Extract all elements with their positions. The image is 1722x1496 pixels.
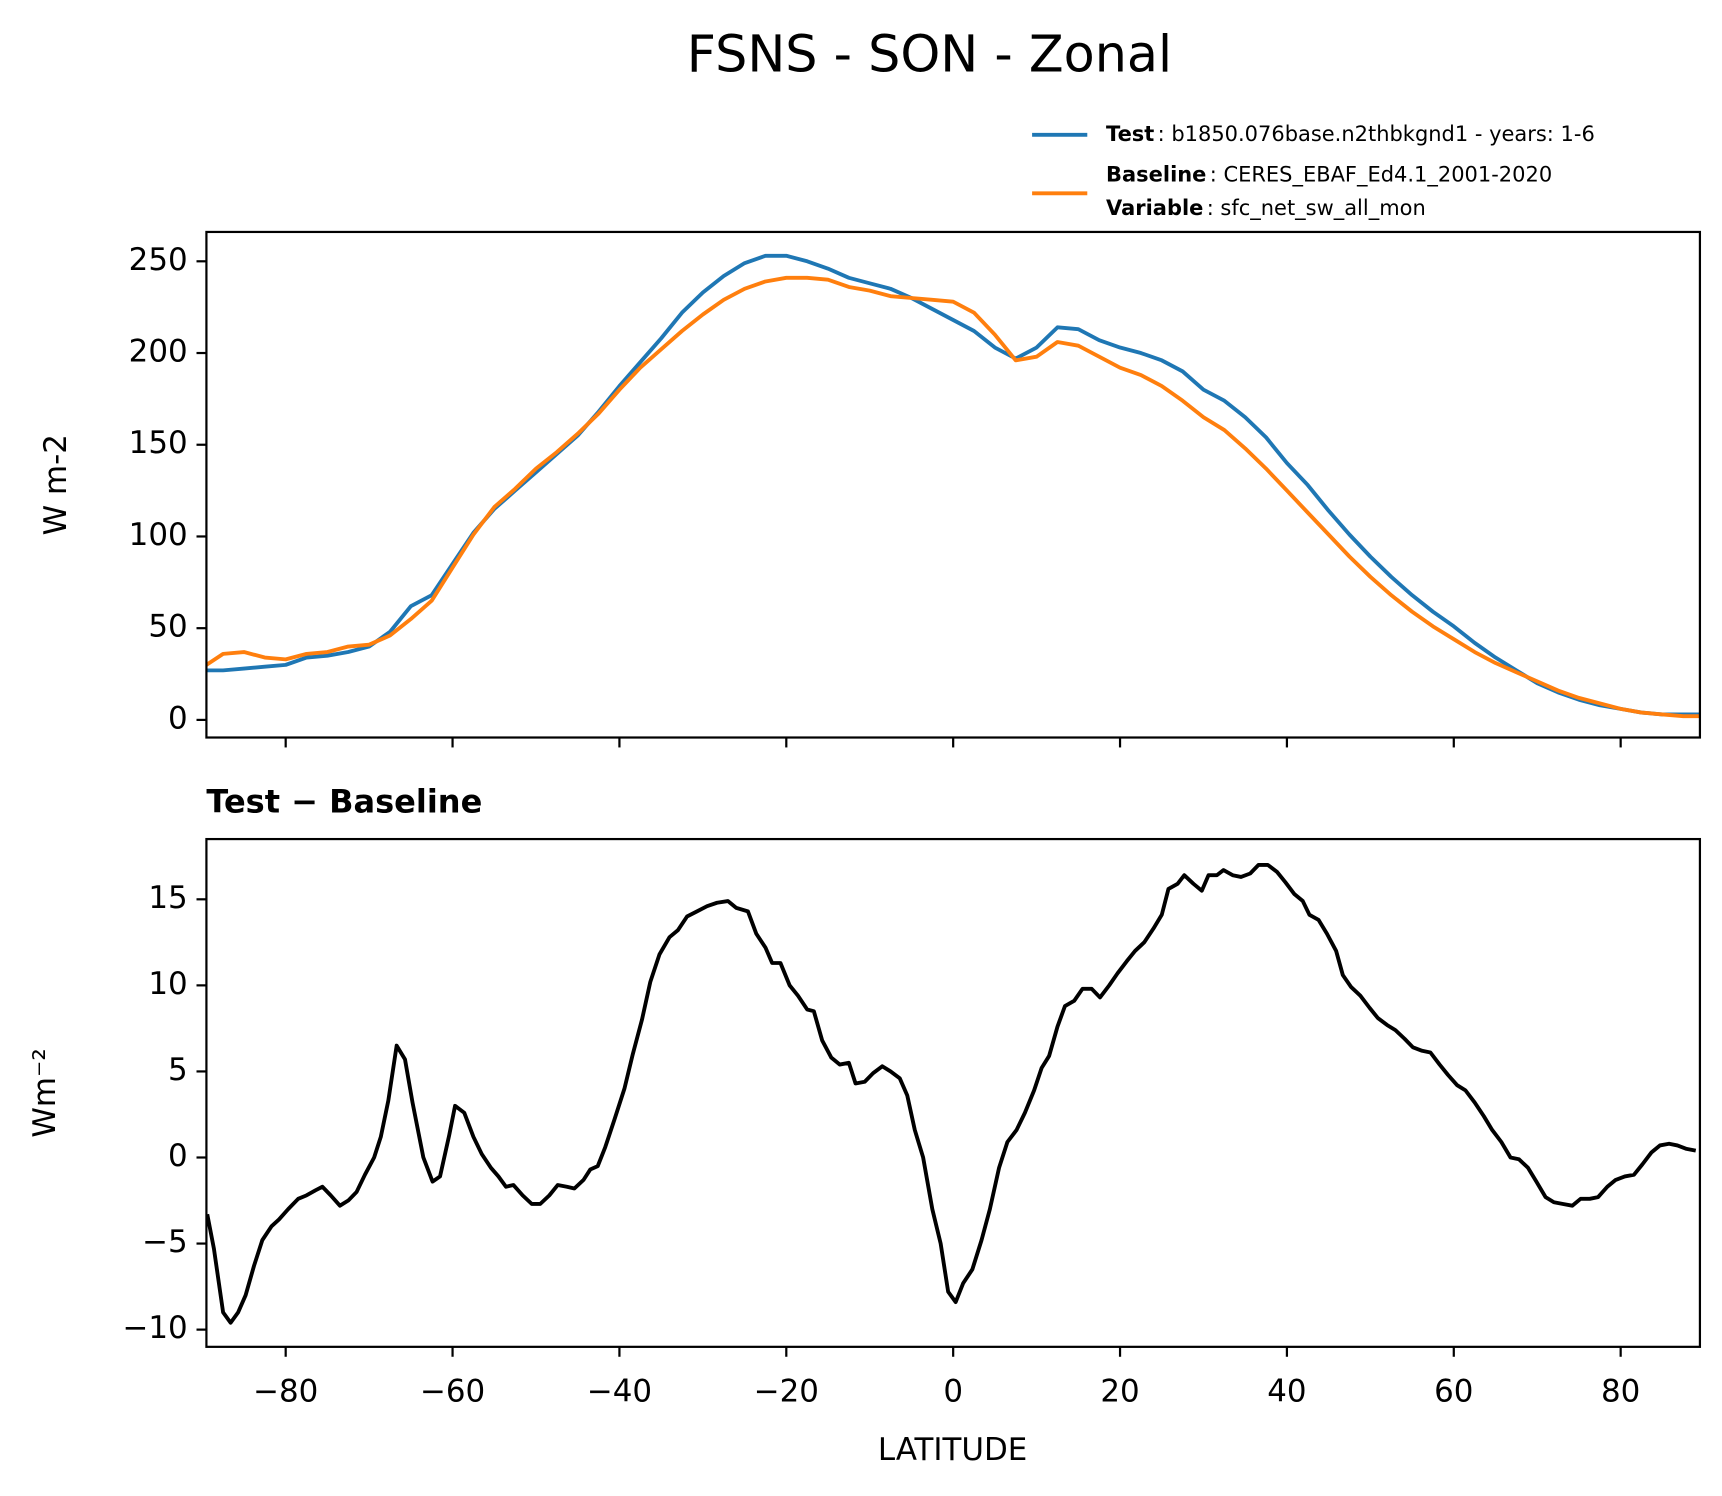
plot-area xyxy=(206,253,1700,719)
y-tick-label: 10 xyxy=(148,966,187,1002)
x-tick-label: 20 xyxy=(1100,1374,1139,1410)
legend: Test: b1850.076base.n2thbkgnd1 - years: … xyxy=(1032,122,1595,221)
y-tick-label: 150 xyxy=(129,425,188,461)
y-tick-label: 15 xyxy=(148,880,187,916)
x-tick-label: −40 xyxy=(587,1374,652,1410)
x-tick-label: −80 xyxy=(253,1374,318,1410)
y-tick-label: 0 xyxy=(168,1138,188,1174)
legend-label: : CERES_EBAF_Ed4.1_2001-2020 xyxy=(1210,163,1552,188)
legend-entry: Baseline: CERES_EBAF_Ed4.1_2001-2020 xyxy=(1106,163,1552,188)
legend-name: Variable xyxy=(1106,196,1203,220)
legend-entry: Variable: sfc_net_sw_all_mon xyxy=(1106,196,1426,221)
y-tick-label: 5 xyxy=(168,1052,188,1088)
y-tick-label: 0 xyxy=(168,700,188,736)
x-tick-label: 80 xyxy=(1601,1374,1640,1410)
diff-title: Test − Baseline xyxy=(206,783,482,821)
y-axis-label: W m-2 xyxy=(38,434,74,535)
plot-area xyxy=(206,862,1697,1325)
y-tick-label: 50 xyxy=(148,609,187,645)
y-tick-label: 250 xyxy=(129,242,188,278)
series-line xyxy=(206,275,1700,719)
series-line xyxy=(206,862,1697,1325)
legend-name: Test xyxy=(1106,122,1154,146)
legend-label: : sfc_net_sw_all_mon xyxy=(1207,196,1426,221)
legend-entry: Test: b1850.076base.n2thbkgnd1 - years: … xyxy=(1106,122,1595,146)
x-axis-label: LATITUDE xyxy=(878,1432,1027,1468)
x-tick-label: −20 xyxy=(754,1374,819,1410)
x-tick-label: −60 xyxy=(420,1374,485,1410)
y-axis-label: Wm⁻² xyxy=(27,1048,63,1137)
y-tick-label: 200 xyxy=(129,334,188,370)
y-tick-label: 100 xyxy=(129,517,188,553)
legend-label: : b1850.076base.n2thbkgnd1 - years: 1-6 xyxy=(1158,122,1595,146)
legend-name: Baseline xyxy=(1106,163,1206,187)
series-line xyxy=(206,253,1700,717)
y-tick-label: −10 xyxy=(122,1310,187,1346)
x-tick-label: 40 xyxy=(1267,1374,1306,1410)
y-tick-label: −5 xyxy=(142,1224,188,1260)
x-tick-label: 0 xyxy=(943,1374,963,1410)
x-tick-label: 60 xyxy=(1434,1374,1473,1410)
figure-title: FSNS - SON - Zonal xyxy=(687,25,1172,84)
